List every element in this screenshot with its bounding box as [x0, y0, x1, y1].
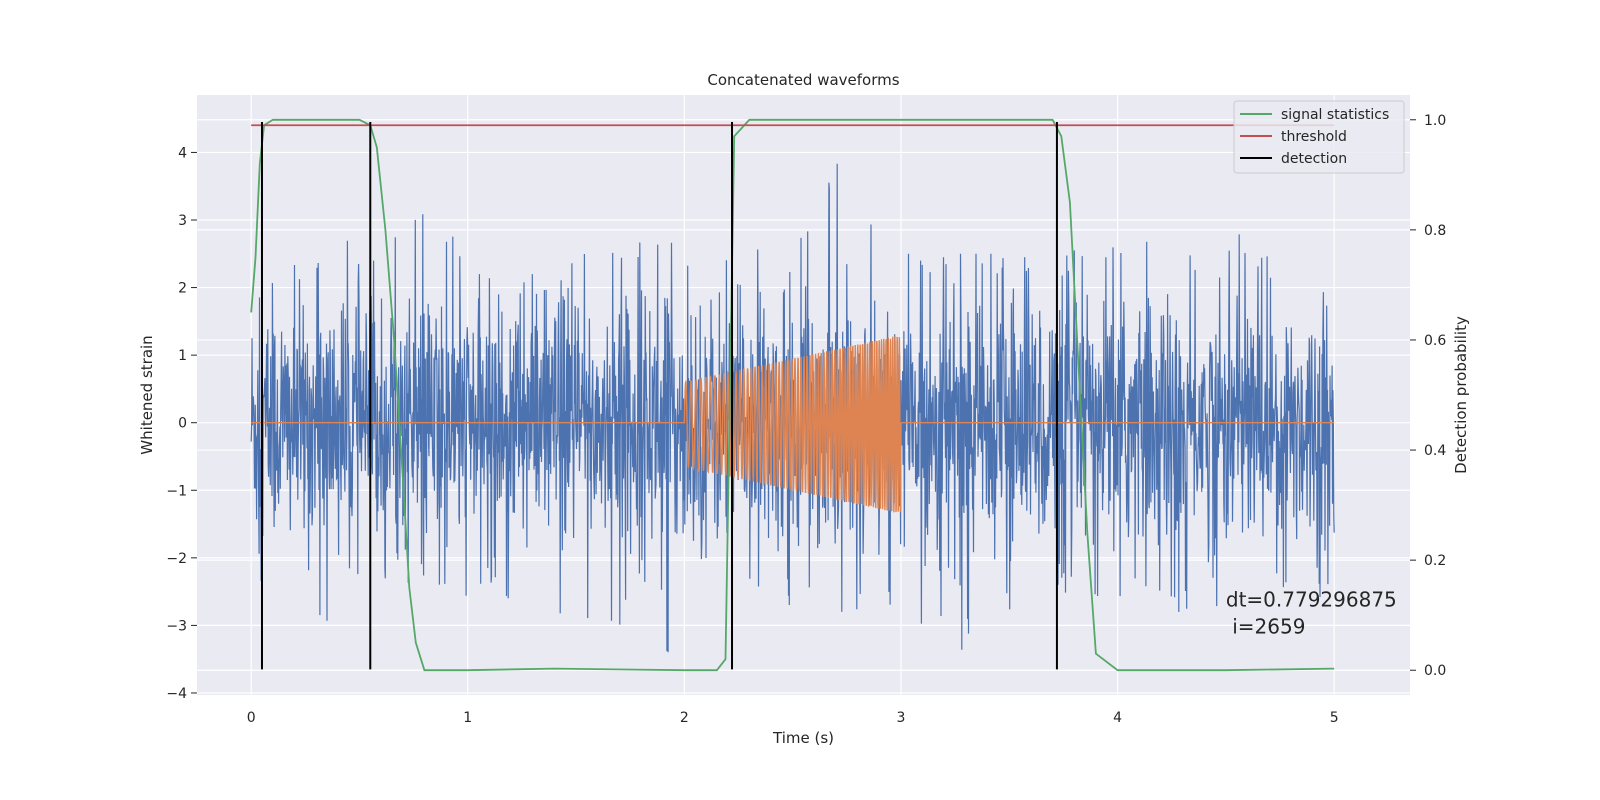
chart-title: Concatenated waveforms	[707, 71, 899, 89]
y2-axis-label: Detection probability	[1452, 316, 1470, 474]
y-tick-label: 3	[178, 213, 187, 229]
y2-tick-label: 0.2	[1424, 553, 1446, 569]
y2-tick-label: 0.8	[1424, 223, 1446, 239]
y2-tick-label: 0.4	[1424, 443, 1446, 459]
series-template-waveform	[251, 336, 1335, 513]
x-axis-label: Time (s)	[772, 729, 834, 747]
y-tick-label: −3	[166, 618, 187, 634]
y-tick-label: 0	[178, 416, 187, 432]
legend: signal statistics threshold detection	[1233, 100, 1405, 174]
y-tick-label: −1	[166, 483, 187, 499]
legend-label-signal-statistics: signal statistics	[1281, 107, 1389, 123]
y-tick-label: 2	[178, 281, 187, 297]
y-tick-label: −2	[166, 551, 187, 567]
ticks: 0 1 2 3 4 5 −4 −3 −2 −1 0 1 2 3 4 0.0 0.2 0.4 0.6 0.8 1.0	[166, 113, 1446, 726]
x-tick-label: 3	[897, 710, 906, 726]
legend-box	[1233, 100, 1405, 174]
x-tick-label: 4	[1113, 710, 1122, 726]
x-tick-label: 5	[1330, 710, 1339, 726]
y-axis-label: Whitened strain	[138, 335, 156, 454]
legend-label-detection: detection	[1281, 151, 1347, 167]
y2-tick-label: 1.0	[1424, 113, 1446, 129]
legend-label-threshold: threshold	[1281, 129, 1347, 145]
y2-tick-label: 0.6	[1424, 333, 1446, 349]
y-tick-label: 1	[178, 348, 187, 364]
annotation-index: i=2659	[1226, 615, 1306, 639]
series-layer	[250, 118, 1335, 672]
y-tick-label: −4	[166, 686, 187, 702]
y-tick-label: 4	[178, 145, 187, 161]
y2-tick-label: 0.0	[1424, 663, 1446, 679]
annotation-dt: dt=0.779296875	[1226, 587, 1397, 611]
x-tick-label: 2	[680, 710, 689, 726]
series-signal-statistics	[250, 118, 1335, 672]
x-tick-label: 0	[247, 710, 256, 726]
x-tick-label: 1	[463, 710, 472, 726]
